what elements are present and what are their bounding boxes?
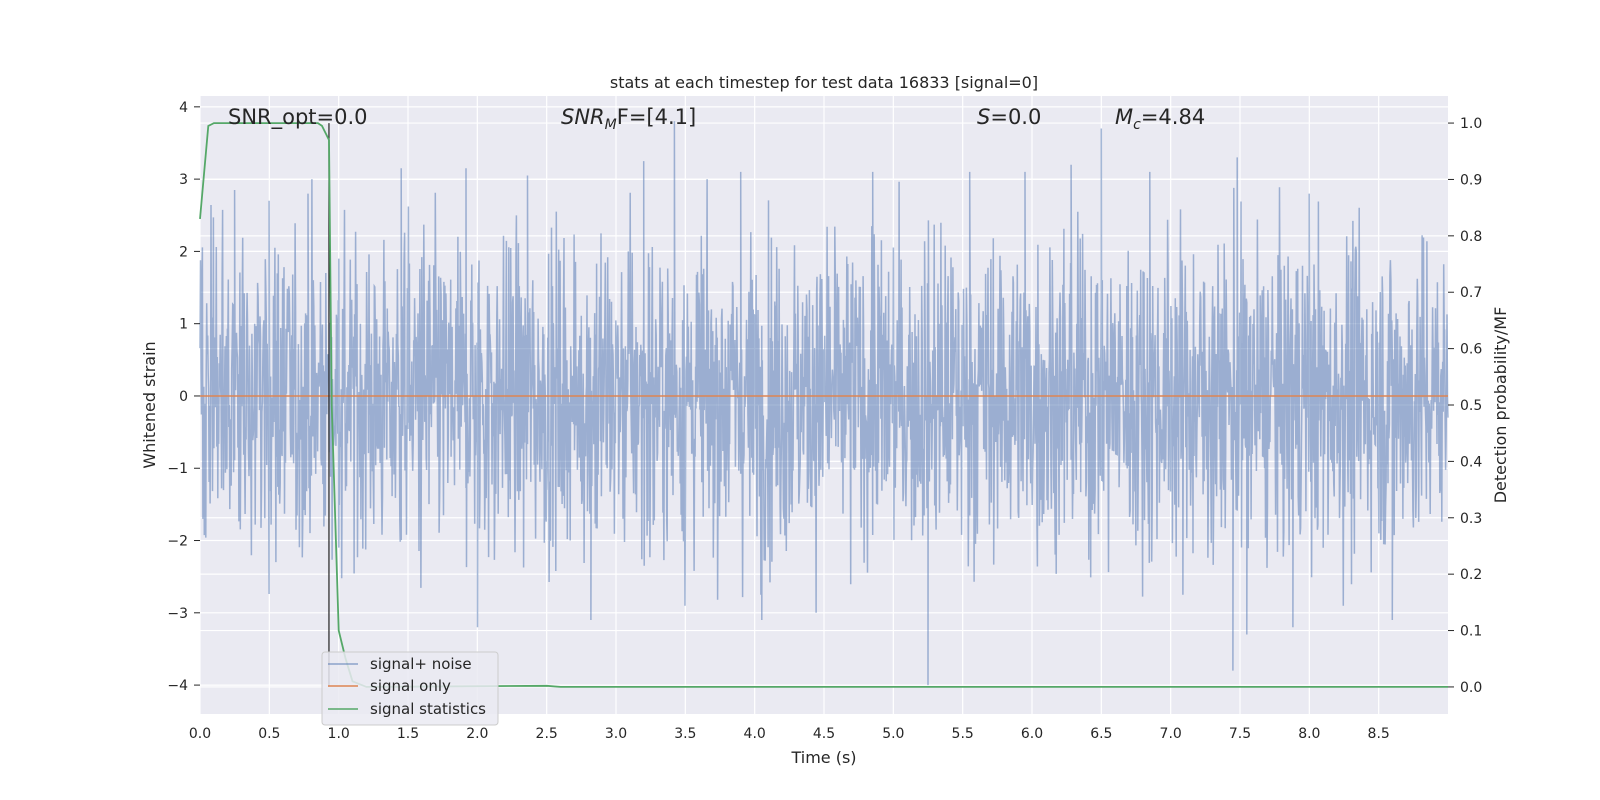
annotation-mc-rest: =4.84 [1141,105,1205,129]
legend: signal+ noise signal only signal statist… [321,651,499,726]
y2-tick-label: 0.2 [1460,567,1482,583]
y2-axis-label: Detection probability/MF [1491,307,1510,504]
annotation-snr-mf-rest: F=[4.1] [617,105,696,129]
x-tick-label: 5.0 [882,726,904,742]
x-tick-label: 1.5 [397,726,419,742]
legend-label-signal-noise: signal+ noise [370,655,472,673]
y-tick-label: 3 [179,172,188,188]
x-tick-label: 6.5 [1090,726,1112,742]
x-tick-label: 7.5 [1229,726,1251,742]
x-tick-label: 8.0 [1298,726,1320,742]
x-tick-label: 3.0 [605,726,627,742]
x-axis-label: Time (s) [790,748,856,767]
y2-tick-label: 1.0 [1460,116,1482,132]
y2-tick-label: 0.9 [1460,172,1482,188]
x-tick-label: 4.0 [744,726,766,742]
y2-tick-label: 0.7 [1460,285,1482,301]
x-tick-labels: 0.0 0.5 1.0 1.5 2.0 2.5 3.0 3.5 4.0 4.5 5.0 5.5 6.0 6… [189,726,1390,742]
y2-tick-label: 0.1 [1460,624,1482,640]
y2-tick-label: 0.0 [1460,680,1482,696]
y-tick-label: 2 [179,244,188,260]
y-tick-label: −3 [167,606,188,622]
x-tick-label: 4.5 [813,726,835,742]
grid [199,96,1448,714]
annotation-s-rest: =0.0 [990,105,1041,129]
y2-tick-label: 0.3 [1460,511,1482,527]
x-tick-label: 0.0 [189,726,211,742]
x-tick-label: 1.0 [328,726,350,742]
x-tick-label: 6.0 [1021,726,1043,742]
x-tick-label: 5.5 [952,726,974,742]
series-signal-noise [199,121,1449,686]
annotation-snr-mf-main: SNR [561,105,605,129]
signal-noise-line [199,121,1449,686]
legend-box [321,651,499,726]
legend-label-signal-statistics: signal statistics [370,700,486,718]
y-tick-label: 0 [179,389,188,405]
y-tick-label: −1 [167,461,188,477]
annotation-mc-sub: c [1133,117,1141,133]
y2-tick-label: 0.8 [1460,229,1482,245]
annotation-s: S=0.0 [977,105,1041,129]
y-axis-label: Whitened strain [140,341,159,468]
y2-tick-label: 0.6 [1460,342,1482,358]
annotation-snr-opt: SNR_opt=0.0 [228,105,368,130]
annotation-mc: Mc=4.84 [1115,105,1205,133]
annotation-snr-mf: SNRMF=[4.1] [561,105,696,133]
y-tick-label: −2 [167,534,188,550]
y-tick-labels: 4 3 2 1 0 −1 −2 −3 −4 [167,100,200,694]
y2-tick-label: 0.5 [1460,398,1482,414]
x-tick-label: 7.0 [1160,726,1182,742]
legend-label-signal-only: signal only [370,677,451,695]
chart-title: stats at each timestep for test data 168… [610,73,1038,92]
annotation-mc-var: M [1115,105,1133,129]
annotation-s-var: S [977,105,990,129]
y2-tick-label: 0.4 [1460,454,1482,470]
x-tick-label: 2.0 [466,726,488,742]
y-tick-label: 4 [179,100,188,116]
y-tick-label: −4 [167,678,188,694]
x-tick-label: 3.5 [674,726,696,742]
y-tick-label: 1 [179,317,188,333]
y2-tick-labels: 1.0 0.9 0.8 0.7 0.6 0.5 0.4 0.3 0.2 0.1 0.0 [1448,116,1482,696]
annotation-snr-mf-sub: M [605,117,617,133]
x-tick-label: 2.5 [536,726,558,742]
x-tick-label: 8.5 [1368,726,1390,742]
x-tick-label: 0.5 [258,726,280,742]
